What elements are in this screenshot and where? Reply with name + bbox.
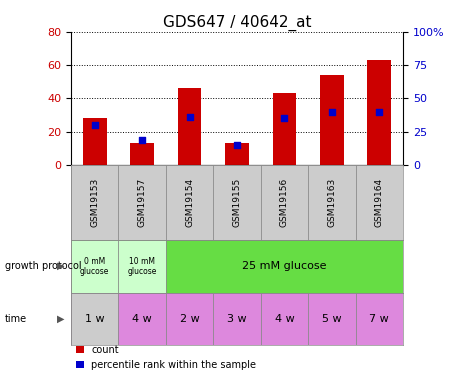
Bar <box>225 143 249 165</box>
Bar <box>308 292 355 345</box>
Point <box>328 109 336 115</box>
Point <box>376 109 383 115</box>
Text: 2 w: 2 w <box>180 314 199 324</box>
Text: 1 w: 1 w <box>85 314 104 324</box>
Legend: count, percentile rank within the sample: count, percentile rank within the sample <box>76 345 256 370</box>
Bar <box>166 292 213 345</box>
Text: growth protocol: growth protocol <box>5 261 81 271</box>
Bar <box>119 165 166 240</box>
Point <box>186 114 193 120</box>
Text: 0 mM
glucose: 0 mM glucose <box>80 256 109 276</box>
Text: 3 w: 3 w <box>227 314 247 324</box>
Text: 25 mM glucose: 25 mM glucose <box>242 261 327 271</box>
Bar <box>355 292 403 345</box>
Text: 10 mM
glucose: 10 mM glucose <box>127 256 157 276</box>
Bar <box>119 292 166 345</box>
Bar <box>178 88 202 165</box>
Bar <box>261 292 308 345</box>
Bar <box>213 292 261 345</box>
Bar <box>308 165 355 240</box>
Bar <box>166 165 213 240</box>
Bar <box>71 292 119 345</box>
Text: GSM19157: GSM19157 <box>138 178 147 227</box>
Text: 5 w: 5 w <box>322 314 342 324</box>
Point <box>91 122 98 128</box>
Text: GSM19155: GSM19155 <box>233 178 241 227</box>
Text: 4 w: 4 w <box>132 314 152 324</box>
Text: GSM19153: GSM19153 <box>90 178 99 227</box>
Bar <box>83 118 107 165</box>
Bar <box>130 143 154 165</box>
Bar <box>119 240 166 292</box>
Point <box>233 142 240 148</box>
Bar <box>71 240 119 292</box>
Bar <box>273 93 296 165</box>
Bar <box>355 165 403 240</box>
Text: ▶: ▶ <box>57 314 64 324</box>
Bar <box>213 165 261 240</box>
Text: ▶: ▶ <box>57 261 64 271</box>
Text: GSM19164: GSM19164 <box>375 178 384 227</box>
Title: GDS647 / 40642_at: GDS647 / 40642_at <box>163 14 311 30</box>
Bar <box>71 165 119 240</box>
Text: time: time <box>5 314 27 324</box>
Point <box>281 116 288 122</box>
Text: GSM19154: GSM19154 <box>185 178 194 227</box>
Text: GSM19156: GSM19156 <box>280 178 289 227</box>
Bar <box>320 75 344 165</box>
Bar <box>367 60 391 165</box>
Text: 4 w: 4 w <box>275 314 294 324</box>
Bar <box>166 240 403 292</box>
Text: 7 w: 7 w <box>370 314 389 324</box>
Point <box>138 137 146 143</box>
Text: GSM19163: GSM19163 <box>327 178 336 227</box>
Bar <box>261 165 308 240</box>
